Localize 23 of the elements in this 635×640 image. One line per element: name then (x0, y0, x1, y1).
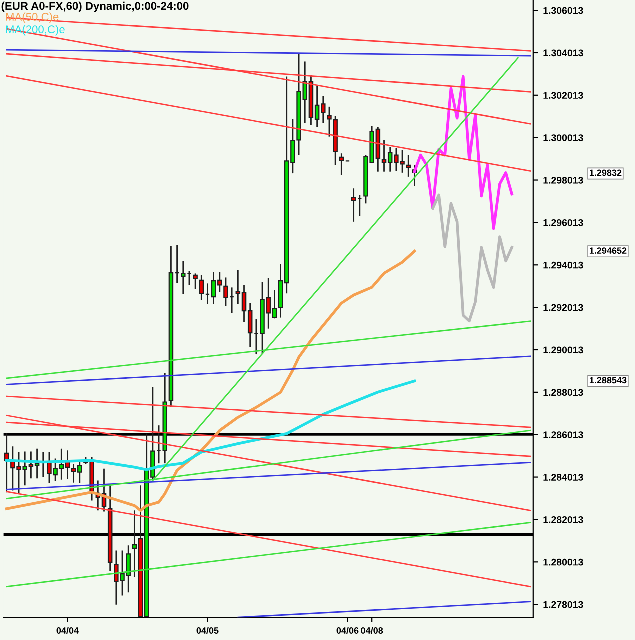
y-tick-label: 1.288013 (544, 389, 584, 396)
y-tick-label: 1.282013 (544, 516, 584, 524)
y-tick-label: 1.298013 (544, 177, 584, 184)
y-tick-label: 1.278013 (544, 601, 584, 608)
y-tick-label: 1.280013 (544, 558, 584, 566)
y-tick-label: 1.296013 (544, 219, 584, 226)
y-tick-label: 1.304013 (544, 50, 584, 57)
text: 1.29832 (590, 170, 622, 176)
x-tick-label: 04/08 (361, 627, 384, 634)
y-tick-label: 1.286013 (544, 432, 584, 438)
y-tick-label: 1.302013 (544, 92, 584, 100)
y-tick-label: 1.284013 (544, 474, 584, 481)
x-tick-label: 04/04 (56, 627, 79, 634)
y-tick-label: 1.292013 (544, 304, 584, 312)
y-tick-label: 1.306013 (544, 7, 584, 14)
x-tick-label: 04/05 (196, 627, 219, 634)
text: 1.288543 (590, 377, 627, 384)
y-tick-label: 1.290013 (544, 346, 584, 354)
text: 1.294652 (590, 248, 627, 254)
y-tick-label: 1.300013 (544, 134, 584, 142)
y-tick-label: 1.294013 (544, 262, 584, 269)
x-tick-label: 04/06 (336, 627, 359, 634)
chart-title: (EUR A0-FX,60) Dynamic,0:00-24:00 (2, 2, 189, 12)
